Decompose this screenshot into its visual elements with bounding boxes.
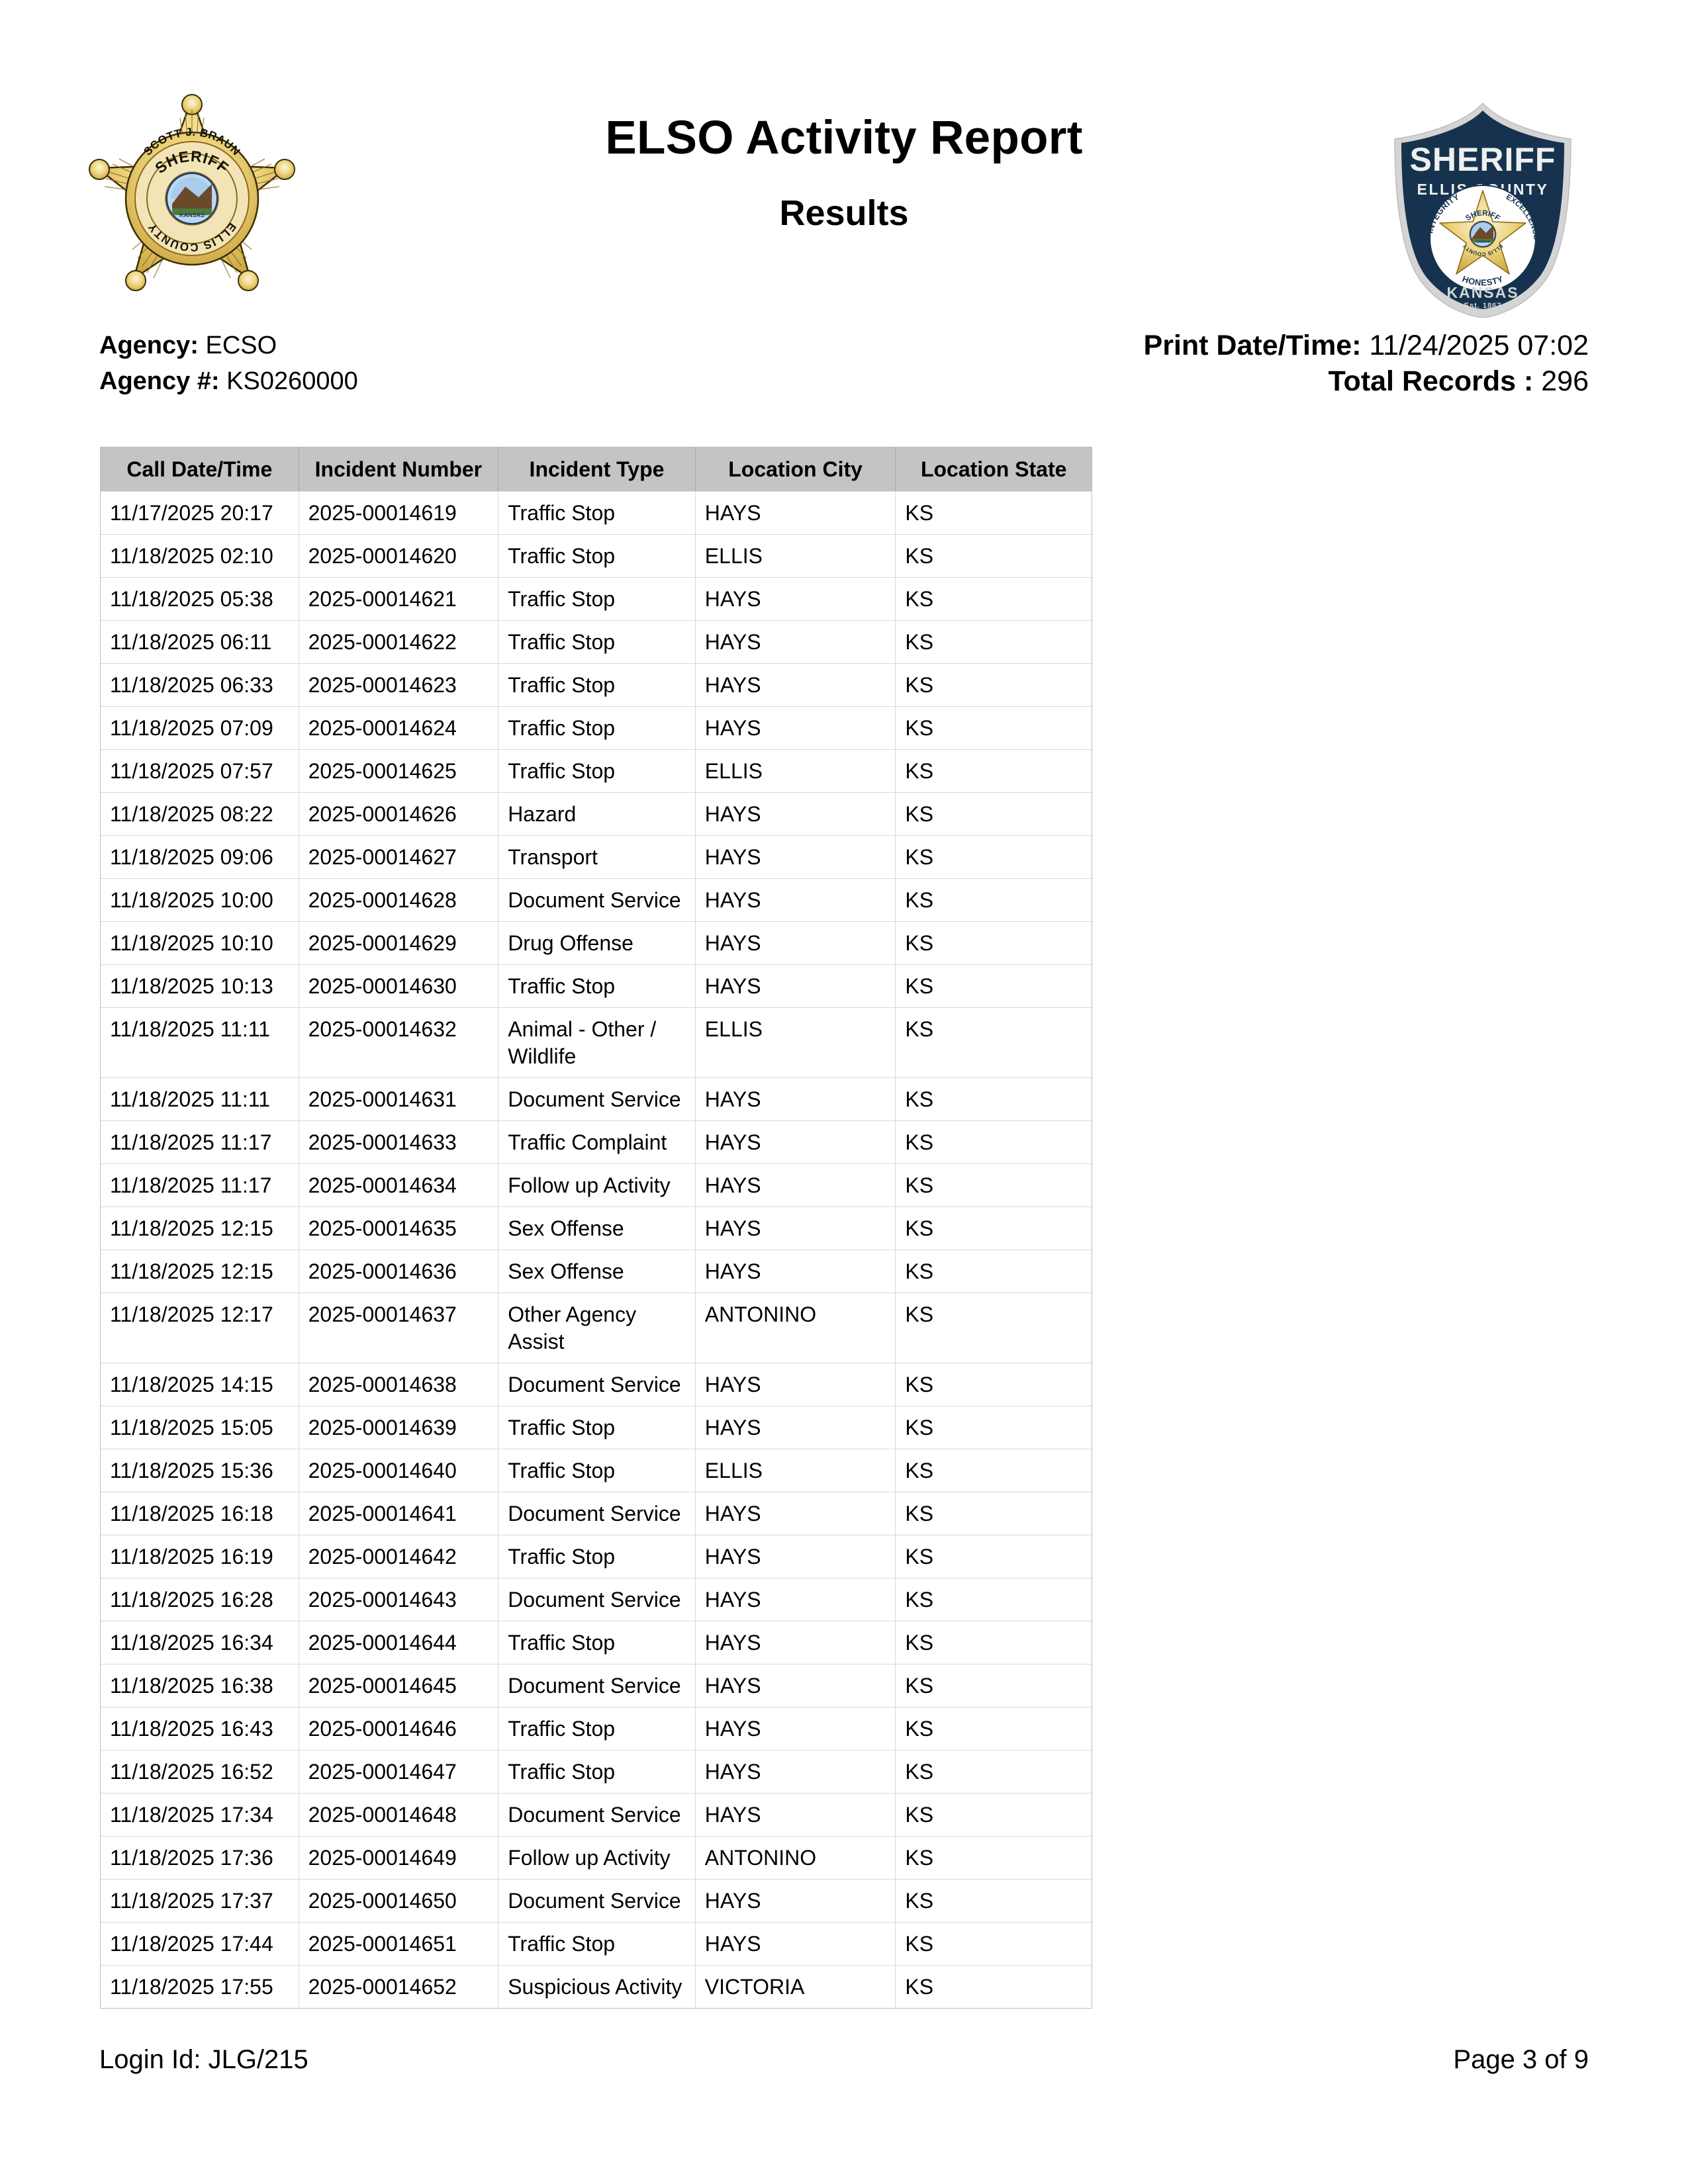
svg-text:SHERIFF: SHERIFF — [1410, 141, 1556, 178]
svg-text:KANSAS: KANSAS — [1476, 240, 1490, 244]
svg-text:KANSAS: KANSAS — [1446, 284, 1519, 301]
svg-text:Est. 1867: Est. 1867 — [1464, 302, 1502, 310]
svg-text:KANSAS: KANSAS — [179, 212, 205, 218]
